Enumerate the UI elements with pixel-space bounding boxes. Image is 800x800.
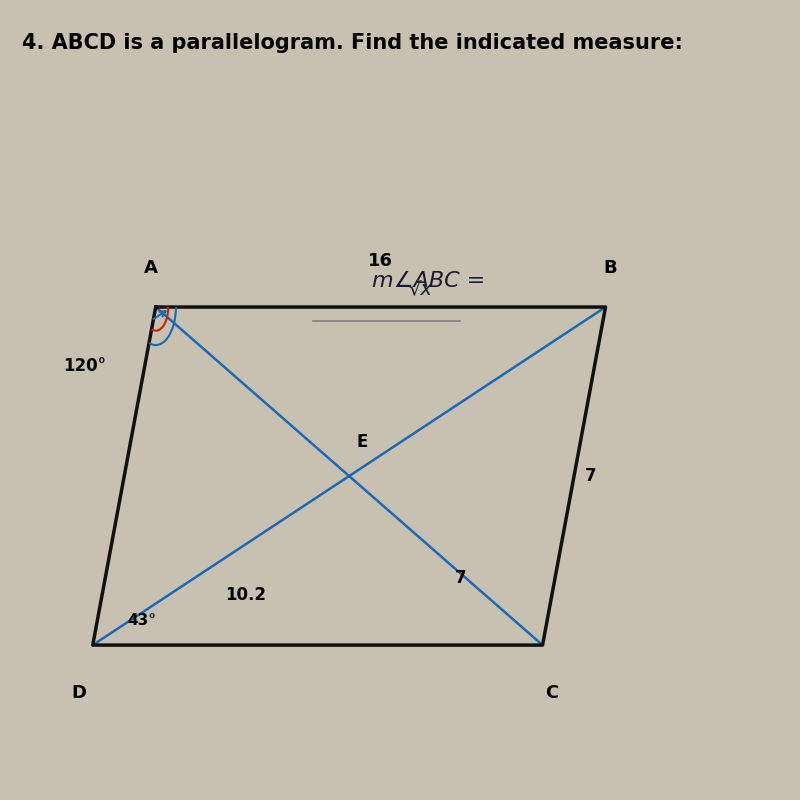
Text: 7: 7 [455,569,466,587]
Text: 43°: 43° [127,613,156,628]
Text: C: C [545,684,558,702]
Text: E: E [356,433,368,450]
Text: 120°: 120° [63,357,106,375]
Text: A: A [144,258,158,277]
Text: D: D [72,684,86,702]
Text: 10.2: 10.2 [226,586,266,604]
Text: B: B [603,258,617,277]
Text: √x: √x [409,279,432,298]
Text: 16: 16 [368,252,393,270]
Text: 7: 7 [585,467,597,485]
Text: m∠ABC =: m∠ABC = [372,271,492,291]
Text: 4. ABCD is a parallelogram. Find the indicated measure:: 4. ABCD is a parallelogram. Find the ind… [22,34,682,54]
